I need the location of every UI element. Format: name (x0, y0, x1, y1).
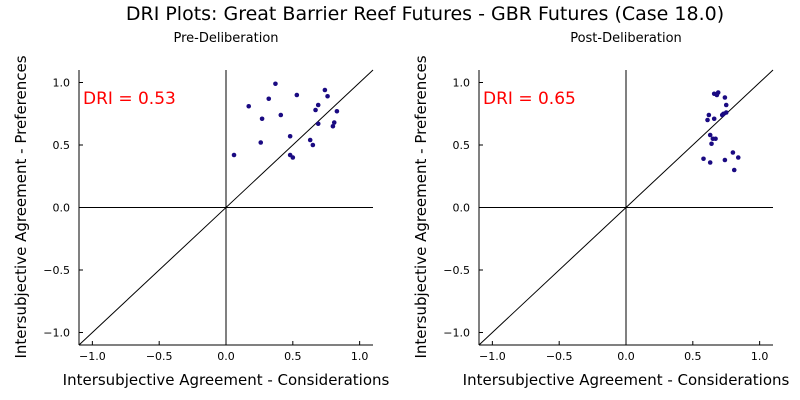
pre-y-tick-label: 0.5 (53, 139, 71, 152)
pre-data-point (231, 152, 237, 158)
post-data-point (731, 167, 737, 173)
pre-deliberation-panel: Pre-Deliberation −1.0 −0.5 0.0 0.5 1.0 −1.0 −0.… (12, 31, 390, 389)
pre-data-point (334, 108, 340, 114)
post-data-point (722, 157, 728, 163)
post-data-point (707, 132, 713, 138)
pre-data-point (287, 133, 293, 139)
post-deliberation-panel: Post-Deliberation −1.0 −0.5 0.0 0.5 1.0 −1.0 −0… (412, 31, 790, 389)
post-data-point (730, 150, 736, 155)
post-data-point (707, 160, 713, 165)
pre-y-tick-label: 0.0 (53, 202, 71, 215)
pre-y-tick-label: −0.5 (43, 264, 70, 277)
pre-data-point (325, 93, 330, 99)
pre-data-point (310, 142, 316, 148)
post-x-tick-label: 0.5 (684, 350, 702, 363)
post-data-point (713, 136, 718, 142)
pre-data-point (246, 103, 252, 109)
pre-y-tick-label: −1.0 (43, 327, 70, 340)
post-data-point (723, 110, 729, 115)
post-y-tick-label: −0.5 (443, 264, 470, 277)
pre-data-point (278, 112, 284, 118)
pre-data-point (273, 81, 278, 87)
pre-data-point (290, 155, 296, 160)
pre-x-tick-label: 0.0 (217, 350, 235, 363)
post-x-tick-label: −1.0 (479, 350, 506, 363)
pre-data-point (315, 102, 321, 108)
pre-data-point (313, 107, 318, 113)
post-data-point (709, 141, 714, 147)
pre-x-tick-label: −0.5 (146, 350, 173, 363)
pre-dri-annotation: DRI = 0.53 (83, 89, 176, 109)
post-data-point (711, 116, 717, 122)
post-data-point (706, 112, 712, 118)
post-dri-annotation: DRI = 0.65 (483, 89, 576, 109)
pre-data-point (315, 121, 321, 127)
post-data-point (723, 102, 729, 108)
post-y-tick-label: 0.0 (453, 202, 471, 215)
pre-diagonal-line (78, 69, 374, 346)
post-x-tick-label: 0.0 (617, 350, 635, 363)
pre-x-tick-label: −1.0 (79, 350, 106, 363)
post-y-tick-label: 1.0 (453, 77, 471, 90)
post-y-tick-label: 0.5 (453, 139, 471, 152)
pre-data-point (258, 140, 264, 145)
pre-data-point (259, 116, 265, 122)
post-y-axis-label: Intersubjective Agreement - Preferences (412, 55, 430, 358)
post-data-point (715, 90, 721, 95)
pre-x-axis-label: Intersubjective Agreement - Consideratio… (63, 371, 390, 389)
figure-title: DRI Plots: Great Barrier Reef Futures - … (126, 3, 724, 25)
post-data-point (705, 117, 710, 123)
pre-y-tick-label: 1.0 (53, 77, 71, 90)
post-data-point (722, 95, 728, 100)
post-y-tick-label: −1.0 (443, 327, 470, 340)
post-data-point (735, 155, 741, 160)
pre-data-point (266, 96, 272, 102)
post-data-point (701, 156, 706, 162)
pre-data-point (294, 92, 300, 98)
pre-subtitle: Pre-Deliberation (173, 31, 278, 46)
pre-data-point (330, 123, 336, 129)
pre-y-axis-label: Intersubjective Agreement - Preferences (12, 55, 30, 358)
post-subtitle: Post-Deliberation (570, 31, 682, 46)
post-x-axis-label: Intersubjective Agreement - Consideratio… (463, 371, 790, 389)
pre-data-point (331, 120, 337, 125)
pre-x-tick-label: 1.0 (351, 350, 369, 363)
post-x-tick-label: −0.5 (546, 350, 573, 363)
pre-data-point (307, 137, 313, 143)
post-x-tick-label: 1.0 (751, 350, 769, 363)
pre-x-tick-label: 0.5 (284, 350, 302, 363)
pre-data-point (322, 87, 328, 93)
